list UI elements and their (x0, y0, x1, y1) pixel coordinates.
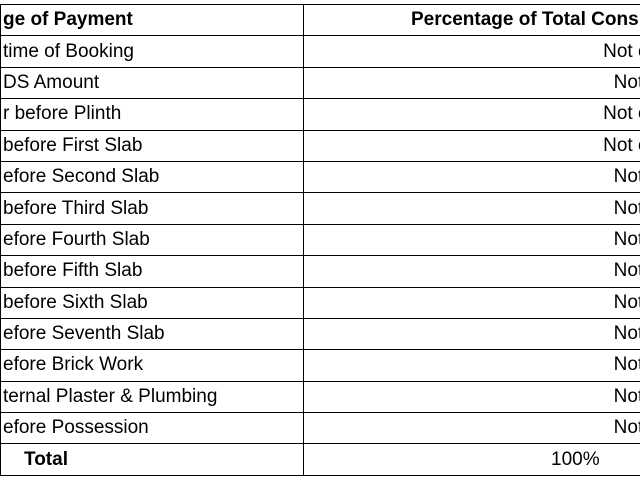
stage-cell: before Sixth Slab (0, 286, 304, 319)
stage-cell: DS Amount (0, 66, 304, 100)
percentage-cell: Not exceeding 8 (303, 192, 640, 225)
stage-cell: efore Fourth Slab (0, 223, 304, 257)
percentage-cell: Not exceeding 8 (303, 160, 640, 194)
percentage-cell: Not exceeding 10 (303, 35, 640, 68)
stage-cell: efore Second Slab (0, 160, 304, 194)
stage-cell: time of Booking (0, 35, 304, 68)
stage-cell: efore Seventh Slab (0, 317, 304, 351)
table-body: ge of Payment Percentage of Total Cons tim… (0, 3, 640, 476)
percentage-cell: Not exceeding 8 (303, 349, 640, 382)
payment-table: ge of Payment Percentage of Total Cons tim… (0, 3, 640, 476)
percentage-cell: Not exceeding 8 (303, 286, 640, 319)
percentage-cell: Not exceeding 10 (303, 98, 640, 131)
percentage-cell: 100% (303, 443, 640, 476)
percentage-cell: Not exceeding 1 (303, 66, 640, 100)
stage-cell: Total (0, 443, 304, 476)
percentage-cell: Not exceeding 8 (303, 380, 640, 414)
percentage-cell: Not exceeding 8 (303, 223, 640, 257)
percentage-cell: Not exceeding 8 (303, 317, 640, 351)
table-row: DS AmountNot exceeding 1 (0, 66, 640, 100)
table-row: ternal Plaster & PlumbingNot exceeding 8 (0, 380, 640, 414)
stage-cell: ternal Plaster & Plumbing (0, 380, 304, 414)
table-row: efore PossessionNot exceeding 5 (0, 412, 640, 445)
stage-cell: efore Brick Work (0, 349, 304, 382)
table-row: Total 100% (0, 443, 640, 476)
table-row: ge of Payment Percentage of Total Cons (0, 3, 640, 37)
stage-cell: ge of Payment (0, 3, 304, 37)
percentage-cell: Not exceeding 10 (303, 129, 640, 162)
stage-cell: before First Slab (0, 129, 304, 162)
percentage-cell: Not exceeding 8 (303, 255, 640, 288)
stage-cell: efore Possession (0, 412, 304, 445)
stage-cell: before Fifth Slab (0, 255, 304, 288)
percentage-cell: Percentage of Total Cons (303, 3, 640, 37)
stage-cell: before Third Slab (0, 192, 304, 225)
percentage-cell: Not exceeding 5 (303, 412, 640, 445)
stage-cell: r before Plinth (0, 98, 304, 131)
